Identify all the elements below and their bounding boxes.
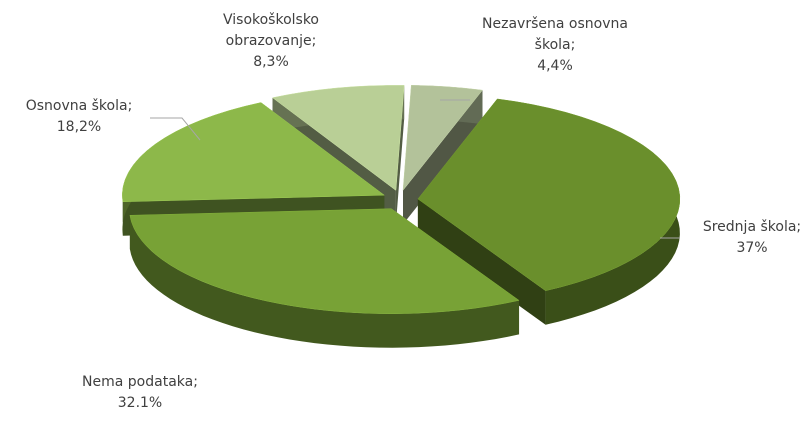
label-separator: ; (311, 33, 317, 49)
label-value: 4,4% (537, 58, 573, 74)
label-category: Nema podataka (82, 374, 194, 390)
slice (402, 85, 483, 225)
label-separator: ; (127, 98, 133, 114)
data-label: Srednja škola; 37% (684, 217, 809, 259)
label-category: Visokoškolsko obrazovanje (222, 12, 320, 49)
slice-side (395, 85, 405, 225)
label-separator: ; (570, 37, 576, 53)
slice-top (402, 85, 483, 192)
slice-wall (129, 215, 520, 348)
data-label: Nema podataka; 32.1% (60, 372, 220, 414)
label-value: 32.1% (117, 395, 163, 411)
slice (129, 208, 520, 348)
label-value: 8,3% (253, 54, 289, 70)
slice-top (417, 98, 681, 291)
slice-side (403, 90, 483, 225)
label-separator: ; (796, 219, 802, 235)
slice-top (122, 102, 386, 203)
slice (417, 98, 681, 325)
label-value: 37% (736, 240, 768, 256)
leader-line (150, 117, 201, 141)
slice-side (417, 199, 546, 325)
data-label: Visokoškolsko obrazovanje; 8,3% (206, 10, 336, 73)
label-category: Srednja škola (702, 219, 797, 235)
slice-top (271, 85, 405, 191)
label-value: 18,2% (56, 119, 102, 135)
slice-top (129, 208, 520, 314)
data-label: Osnovna škola; 18,2% (4, 96, 154, 138)
label-category: Nezavršena osnovna škola (482, 16, 628, 53)
data-label: Nezavršena osnovna škola; 4,4% (480, 14, 630, 77)
label-separator: ; (193, 374, 198, 390)
label-category: Osnovna škola (25, 98, 128, 114)
